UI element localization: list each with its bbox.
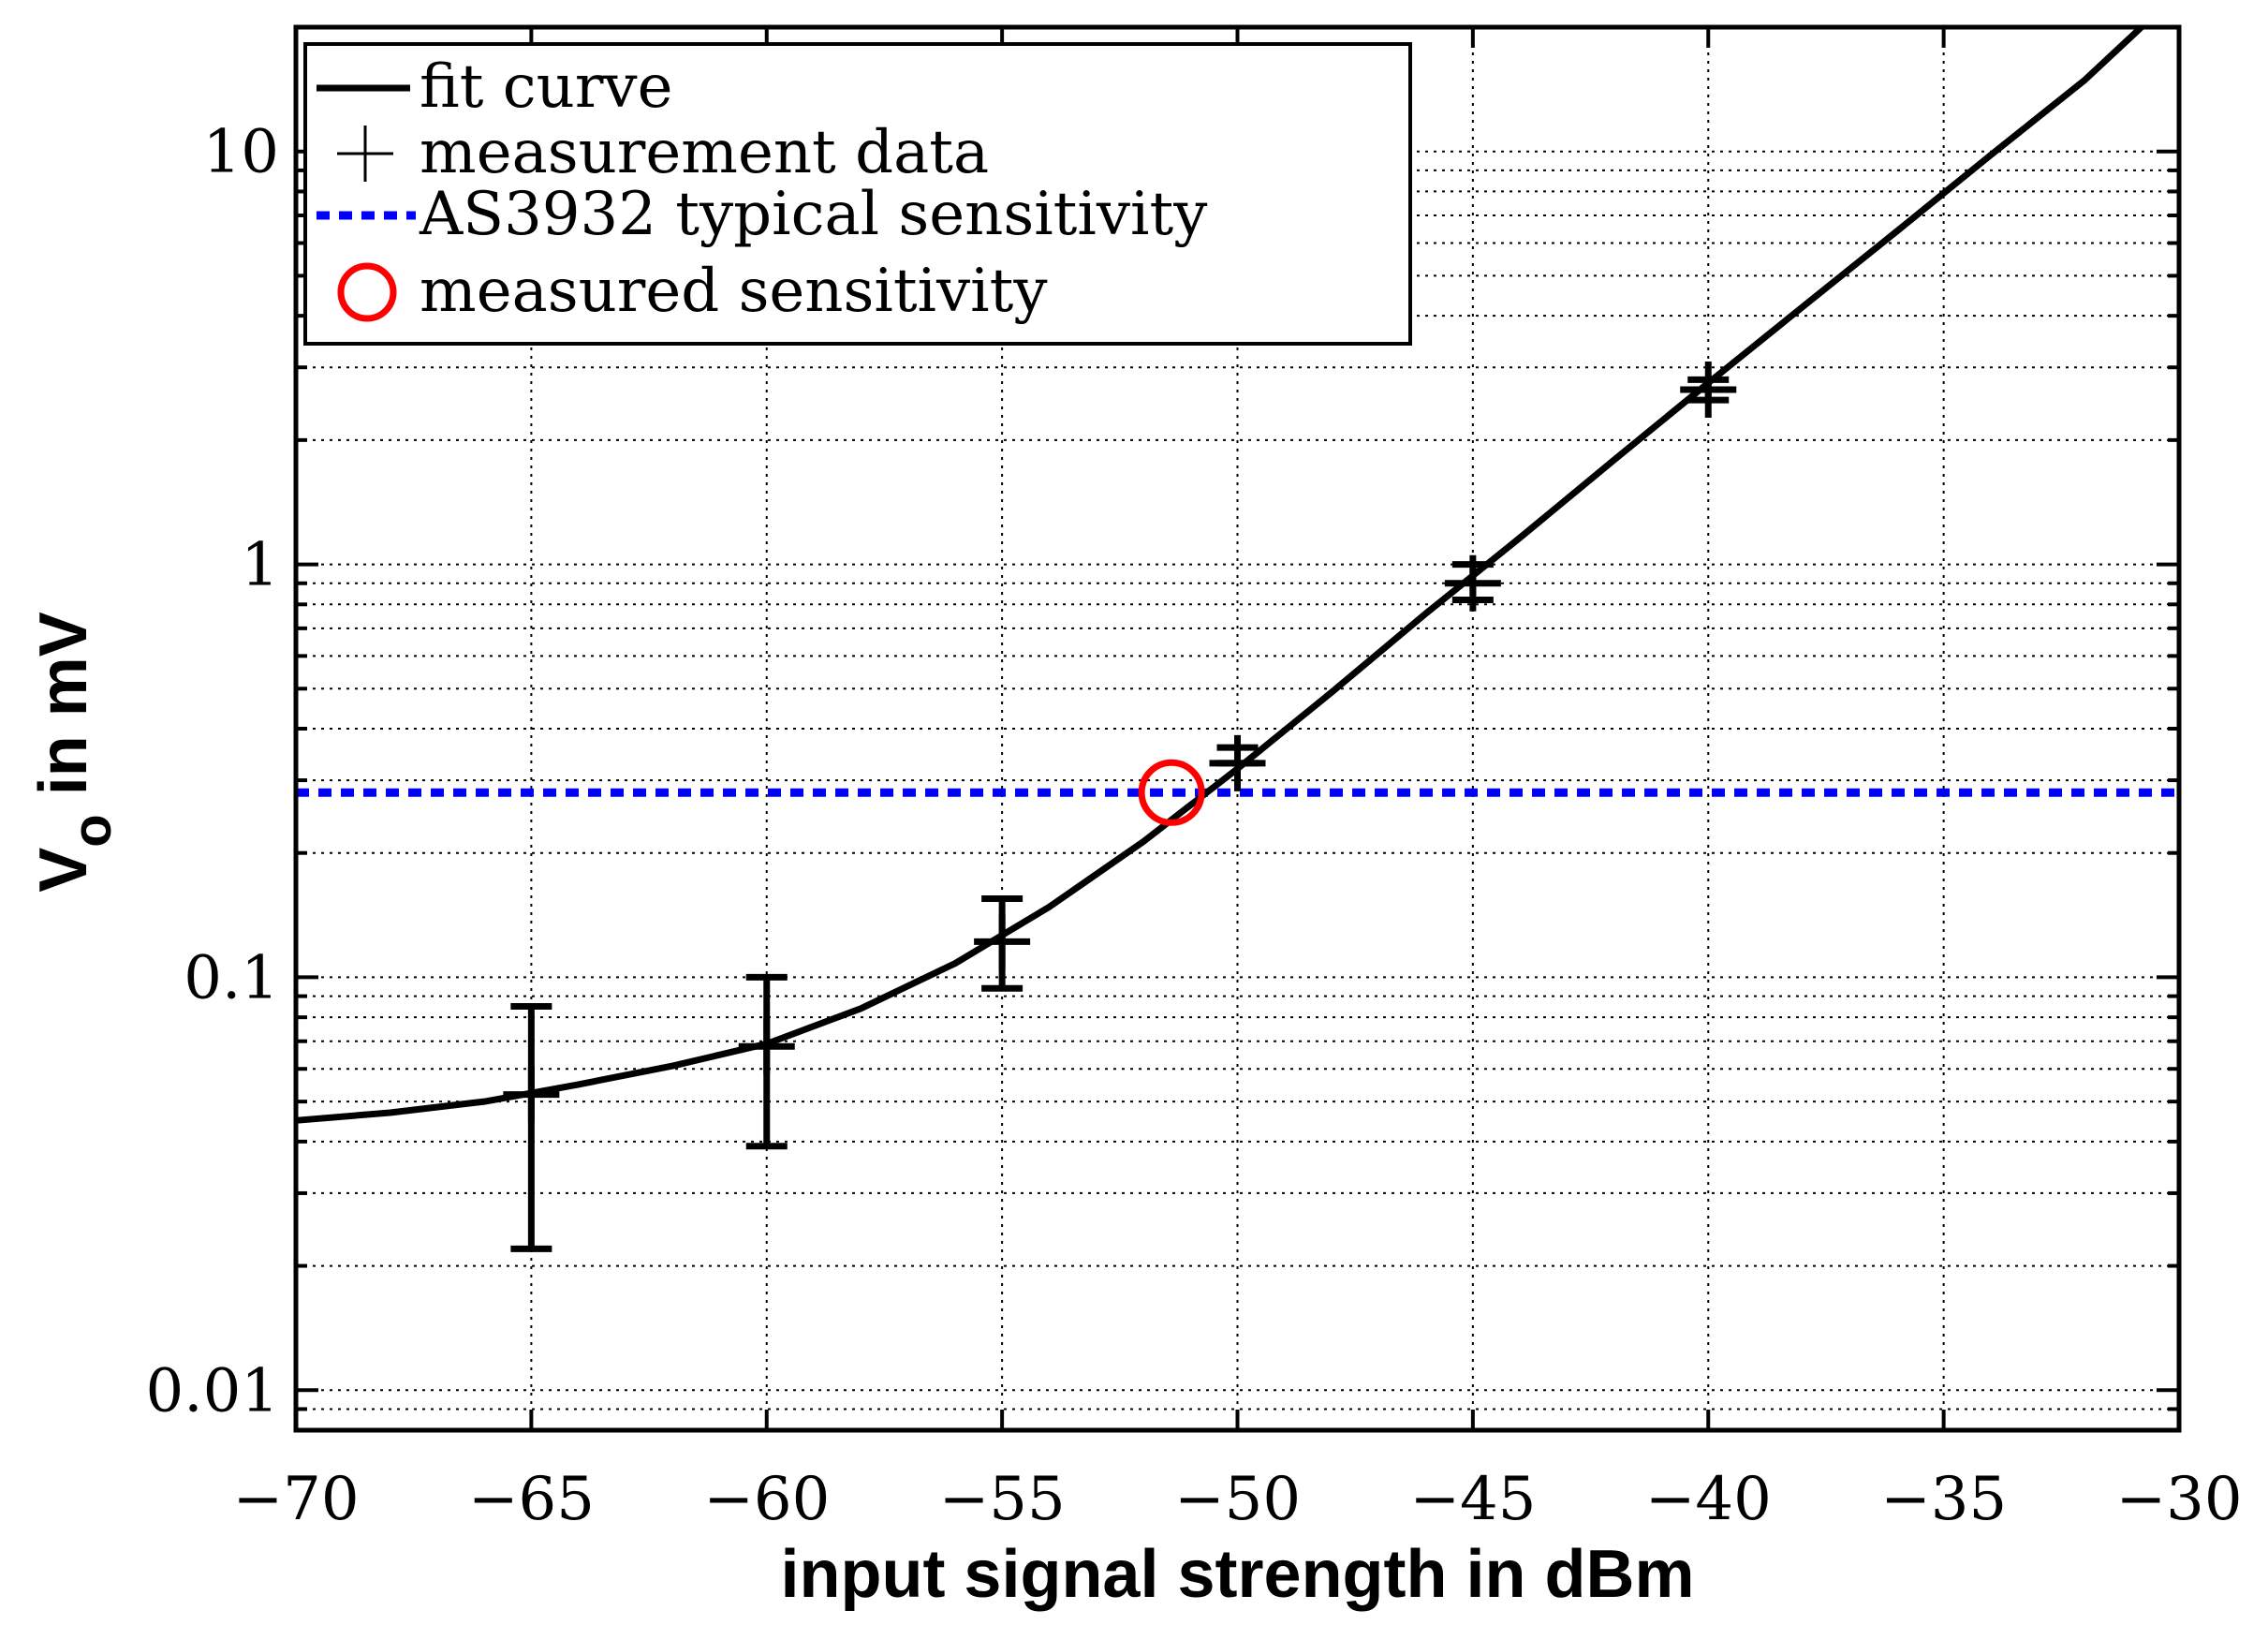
legend-swatch-measurement-data — [337, 126, 393, 182]
legend-label-measured-sensitivity: measured sensitivity — [420, 257, 1048, 326]
x-tick-label: −50 — [1174, 1465, 1301, 1534]
legend-box — [303, 42, 1412, 346]
legend-swatch-measured-sensitivity — [337, 262, 397, 322]
x-tick-label: −70 — [232, 1465, 359, 1534]
measured-sensitivity-marker — [1138, 759, 1205, 826]
label-layer: −70 −65 −60 −55 −50 −45 −40 −35 −30 0.01 0.1 1 10 — [146, 118, 2243, 1534]
y-axis-title: Vo in mV — [26, 612, 123, 893]
series-layer — [295, 24, 2179, 1252]
y-axis-title-subscript: o — [62, 814, 123, 847]
y-tick-label: 1 — [241, 531, 279, 600]
x-tick-label: −35 — [1880, 1465, 2007, 1534]
x-tick-label: −45 — [1409, 1465, 1536, 1534]
legend-label-fit-curve: fit curve — [420, 52, 672, 122]
x-tick-label: −40 — [1645, 1465, 1772, 1534]
measurement-point — [503, 1003, 560, 1252]
plot-frame — [293, 24, 2182, 1433]
y-axis-title-main: V — [26, 848, 101, 893]
x-axis-title: input signal strength in dBm — [781, 1537, 1695, 1612]
x-tick-label: −60 — [703, 1465, 830, 1534]
legend-label-as3932-sensitivity: AS3932 typical sensitivity — [419, 180, 1207, 249]
y-axis-title-rest: in mV — [26, 612, 101, 814]
y-tick-label: 10 — [203, 118, 279, 187]
x-tick-label: −55 — [939, 1465, 1066, 1534]
measurement-point — [974, 895, 1031, 992]
x-tick-label: −65 — [468, 1465, 595, 1534]
y-tick-label: 0.01 — [146, 1356, 280, 1426]
measurement-point — [738, 973, 795, 1150]
y-tick-label: 0.1 — [184, 943, 279, 1012]
x-tick-label: −30 — [2115, 1465, 2242, 1534]
measurement-point — [1209, 734, 1266, 791]
measurement-point — [1444, 554, 1501, 612]
measurement-point — [1680, 361, 1737, 418]
legend-label-measurement-data: measurement data — [420, 118, 989, 187]
legend: fit curve measurement data AS3932 typica… — [303, 42, 1412, 346]
